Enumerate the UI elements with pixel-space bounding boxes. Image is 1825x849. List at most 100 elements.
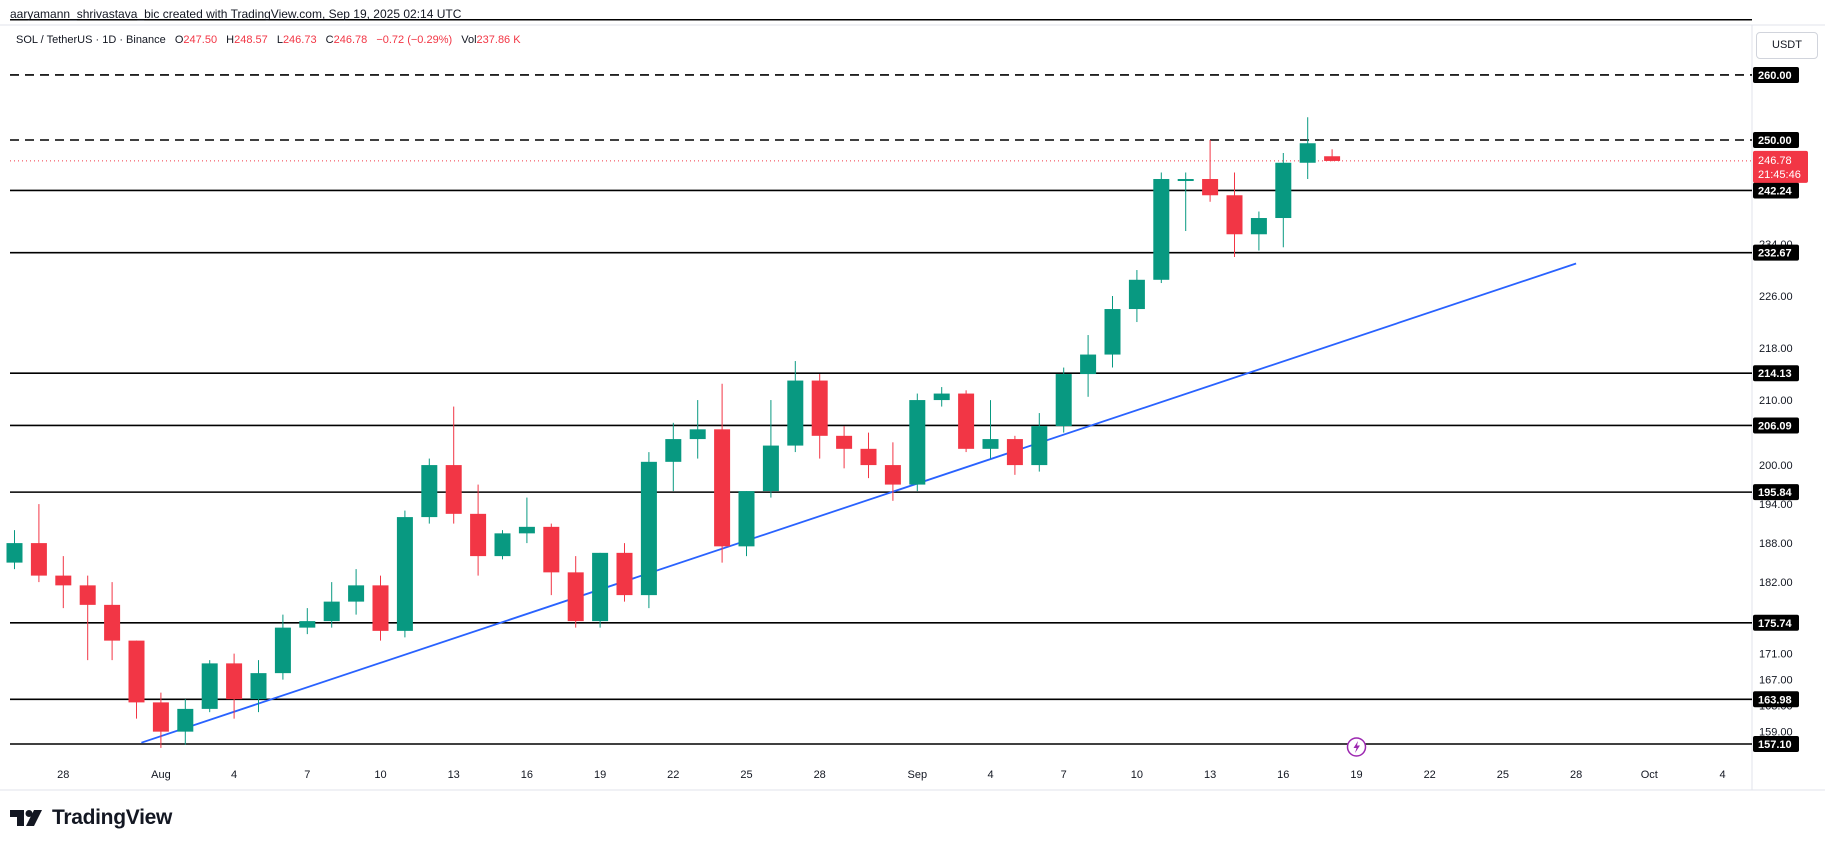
time-tick-label: 4	[231, 769, 237, 781]
level-price-label: 206.09	[1758, 420, 1792, 432]
candle-up	[1177, 179, 1194, 182]
level-price-label: 163.98	[1758, 694, 1792, 706]
close-value: 246.78	[333, 34, 368, 46]
candle-up	[299, 621, 316, 628]
time-tick-label: 25	[740, 769, 752, 781]
level-price-tag	[1753, 736, 1799, 752]
level-price-label: 195.84	[1758, 487, 1793, 499]
candle-down	[811, 380, 828, 436]
time-tick-label: Sep	[908, 769, 928, 781]
candle-down	[714, 429, 731, 547]
level-price-tag	[1753, 244, 1799, 261]
candle-down	[55, 575, 72, 586]
candle-up	[592, 552, 609, 622]
candle-down	[104, 604, 121, 641]
time-tick-label: 7	[304, 769, 310, 781]
candle-up	[1080, 354, 1097, 375]
countdown-label: 21:45:46	[1758, 169, 1801, 181]
ascending-trendline	[141, 262, 1577, 744]
candle-down	[884, 465, 901, 485]
time-tick-label: 16	[521, 769, 533, 781]
level-price-tag	[1753, 417, 1799, 434]
level-price-label: 250.00	[1758, 135, 1792, 147]
candle-down	[567, 572, 584, 622]
candle-up	[762, 445, 779, 492]
price-tick-label: 159.00	[1759, 727, 1793, 739]
candle-down	[836, 435, 853, 449]
candle-down	[1324, 156, 1341, 161]
candle-down	[1006, 439, 1023, 466]
time-tick-label: 28	[1570, 769, 1582, 781]
tradingview-logo-icon	[10, 810, 42, 826]
price-tick-label: 218.00	[1759, 343, 1793, 355]
currency-unit-button[interactable]: USDT	[1756, 32, 1818, 59]
low-value: 246.73	[282, 34, 317, 46]
candle-down	[79, 585, 96, 605]
volume-value: 237.86 K	[476, 34, 521, 46]
time-tick-label: 28	[814, 769, 826, 781]
candle-up	[1275, 162, 1292, 219]
time-tick-label: Aug	[151, 769, 171, 781]
candle-down	[226, 663, 243, 700]
candle-up	[1153, 179, 1170, 280]
tradingview-logo[interactable]: TradingView	[10, 806, 172, 830]
level-price-tag	[1753, 484, 1799, 501]
candle-up	[689, 429, 706, 440]
candle-up	[909, 400, 926, 485]
symbol-name[interactable]: SOL / TetherUS · 1D · Binance	[16, 34, 166, 46]
candle-up	[1055, 374, 1072, 427]
time-tick-label: 4	[1719, 769, 1725, 781]
candle-up	[274, 627, 291, 674]
time-tick-label: 22	[1424, 769, 1436, 781]
candle-up	[1299, 143, 1316, 163]
price-tick-label: 171.00	[1759, 649, 1793, 661]
candle-up	[982, 439, 999, 449]
candle-down	[152, 702, 169, 732]
candle-up	[1128, 279, 1145, 310]
price-tick-label: 182.00	[1759, 577, 1793, 589]
candle-down	[1226, 195, 1243, 235]
candle-up	[1031, 426, 1048, 466]
volume-label: Vol	[461, 34, 477, 46]
candle-down	[128, 640, 145, 703]
price-tick-label: 210.00	[1759, 395, 1793, 407]
level-price-label: 157.10	[1758, 739, 1792, 751]
candle-up	[6, 543, 23, 563]
open-label: O	[174, 34, 184, 46]
level-price-label: 232.67	[1758, 248, 1792, 260]
level-price-tag	[1753, 614, 1799, 631]
level-price-tag	[1753, 132, 1799, 148]
last-price-tag	[1753, 150, 1808, 183]
change-value: −0.72 (−0.29%)	[376, 34, 453, 46]
candle-up	[787, 380, 804, 446]
price-tick-label: 226.00	[1759, 291, 1793, 303]
candle-down	[616, 552, 633, 596]
candle-up	[348, 585, 365, 602]
time-tick-label: 7	[1061, 769, 1067, 781]
candle-up	[494, 533, 511, 557]
price-tick-label: 167.00	[1759, 675, 1793, 687]
time-tick-label: 16	[1277, 769, 1289, 781]
close-label: C	[325, 34, 334, 46]
time-tick-label: 19	[1350, 769, 1362, 781]
price-tick-label: 200.00	[1759, 460, 1793, 472]
attribution-text: aaryamann_shrivastava_bic created with T…	[10, 7, 462, 21]
open-value: 247.50	[183, 34, 218, 46]
candle-up	[421, 465, 438, 518]
time-tick-label: 28	[57, 769, 69, 781]
candle-up	[933, 393, 950, 401]
time-tick-label: 19	[594, 769, 606, 781]
level-price-tag	[1753, 182, 1799, 199]
level-price-tag	[1753, 66, 1799, 83]
time-tick-label: 25	[1497, 769, 1509, 781]
candle-up	[665, 439, 682, 462]
candle-up	[1250, 218, 1267, 235]
price-tick-label: 188.00	[1759, 538, 1793, 550]
low-label: L	[276, 34, 283, 46]
last-price-label: 246.78	[1758, 155, 1792, 167]
candle-up	[201, 663, 218, 709]
candle-down	[958, 393, 975, 449]
time-tick-label: 13	[1204, 769, 1216, 781]
